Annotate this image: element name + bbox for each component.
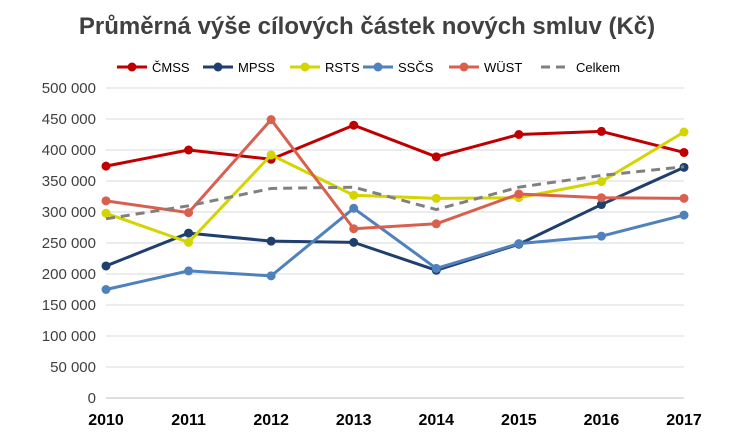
legend-label: RSTS <box>325 60 360 75</box>
series-line <box>105 123 685 168</box>
legend-item-sscs: SSČS <box>363 60 434 75</box>
series-line <box>105 165 685 221</box>
series-line <box>105 118 685 231</box>
data-point <box>514 189 524 199</box>
series-sscs <box>101 203 689 294</box>
data-point <box>184 237 194 247</box>
y-tick-label: 50 000 <box>50 359 96 376</box>
data-point <box>266 271 276 281</box>
data-point <box>184 266 194 276</box>
data-point <box>349 203 359 213</box>
data-point <box>679 147 689 157</box>
legend-label: ČMSS <box>152 60 190 75</box>
legend-marker <box>300 62 310 72</box>
legend-item-mpss: MPSS <box>203 60 275 75</box>
data-point <box>184 145 194 155</box>
data-point <box>266 150 276 160</box>
x-tick-label: 2017 <box>666 412 702 429</box>
data-point <box>514 130 524 139</box>
gridlines <box>106 87 684 368</box>
x-tick-label: 2013 <box>336 412 372 429</box>
chart-legend: ČMSS MPSS RSTS SSČS WÜST Celkem <box>117 60 620 75</box>
data-point <box>266 115 276 125</box>
data-point <box>431 193 441 203</box>
x-tick-label: 2010 <box>88 412 124 429</box>
data-point <box>514 239 524 249</box>
data-point <box>596 126 606 136</box>
legend-label: WÜST <box>484 60 522 75</box>
legend-label: SSČS <box>398 60 434 75</box>
y-tick-label: 0 <box>88 390 96 407</box>
data-point <box>431 152 441 162</box>
y-tick-label: 350 000 <box>42 173 96 190</box>
data-point <box>431 263 441 273</box>
legend-marker <box>459 62 469 72</box>
data-point <box>679 210 689 220</box>
legend-marker <box>373 62 383 72</box>
chart-title: Průměrná výše cílových částek nových sml… <box>79 13 655 40</box>
x-axis: 2010 2011 2012 2013 2014 2015 2016 2017 <box>88 412 702 429</box>
data-point <box>349 237 359 247</box>
y-tick-label: 250 000 <box>42 235 96 252</box>
x-tick-label: 2011 <box>171 412 206 429</box>
legend-label: MPSS <box>238 60 275 75</box>
legend-item-wust: WÜST <box>449 60 522 75</box>
data-point <box>596 200 606 210</box>
data-point <box>431 219 441 229</box>
legend-label: Celkem <box>576 60 620 75</box>
y-tick-label: 150 000 <box>42 297 96 314</box>
y-tick-label: 300 000 <box>42 204 96 221</box>
data-point <box>101 196 111 206</box>
data-point <box>349 224 359 234</box>
x-tick-label: 2016 <box>584 412 620 429</box>
series-line <box>105 165 685 272</box>
data-point <box>184 228 194 238</box>
x-tick-label: 2012 <box>253 412 289 429</box>
y-tick-label: 400 000 <box>42 142 96 159</box>
data-point <box>101 161 111 171</box>
series-cmss <box>101 120 689 171</box>
legend-marker <box>213 62 223 72</box>
y-tick-label: 200 000 <box>42 266 96 283</box>
data-point <box>349 120 359 130</box>
data-point <box>679 127 689 137</box>
legend-item-rsts: RSTS <box>290 60 360 75</box>
series-layer <box>101 115 689 294</box>
y-tick-label: 500 000 <box>42 80 96 97</box>
series-wust <box>101 115 689 234</box>
data-point <box>596 231 606 241</box>
data-point <box>101 261 111 271</box>
data-point <box>101 285 111 294</box>
data-point <box>349 190 359 200</box>
y-tick-label: 450 000 <box>42 111 96 128</box>
data-point <box>679 193 689 203</box>
series-line <box>105 206 685 291</box>
data-point <box>596 177 606 187</box>
y-tick-label: 100 000 <box>42 328 96 345</box>
data-point <box>596 193 606 203</box>
data-point <box>266 236 276 246</box>
data-point <box>184 208 194 218</box>
legend-item-cmss: ČMSS <box>117 60 190 75</box>
legend-item-celkem: Celkem <box>541 60 620 75</box>
legend-marker <box>127 62 137 72</box>
y-axis: 0 50 000 100 000 150 000 200 000 250 000 300 0… <box>42 80 684 407</box>
x-tick-label: 2015 <box>501 412 537 429</box>
series-celkem <box>105 165 685 221</box>
x-tick-label: 2014 <box>418 412 454 429</box>
data-point <box>101 208 111 218</box>
